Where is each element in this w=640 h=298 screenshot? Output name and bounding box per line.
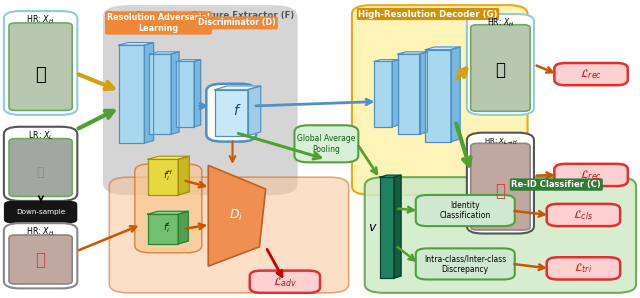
FancyBboxPatch shape: [294, 125, 358, 162]
Polygon shape: [426, 47, 460, 50]
Text: 🚶: 🚶: [495, 61, 506, 79]
Text: High-Resolution Decoder (G): High-Resolution Decoder (G): [358, 10, 498, 18]
Polygon shape: [194, 60, 200, 127]
Polygon shape: [374, 60, 399, 61]
Polygon shape: [148, 211, 188, 214]
FancyBboxPatch shape: [4, 127, 77, 201]
FancyBboxPatch shape: [206, 84, 256, 142]
Polygon shape: [398, 52, 428, 54]
Text: Discriminator (D): Discriminator (D): [198, 18, 276, 27]
FancyBboxPatch shape: [103, 5, 298, 195]
Polygon shape: [420, 52, 428, 134]
Bar: [380, 177, 394, 278]
FancyBboxPatch shape: [416, 248, 515, 280]
Bar: [426, 50, 451, 142]
Polygon shape: [172, 52, 179, 134]
FancyBboxPatch shape: [4, 11, 77, 115]
Text: $\mathit{v}$: $\mathit{v}$: [367, 221, 377, 234]
Bar: [374, 61, 392, 127]
Text: Global Average
Pooling: Global Average Pooling: [297, 134, 356, 153]
Bar: [148, 214, 178, 244]
FancyBboxPatch shape: [554, 63, 628, 85]
Text: 🚶: 🚶: [495, 181, 506, 200]
FancyBboxPatch shape: [554, 164, 628, 186]
Bar: [380, 177, 394, 278]
Bar: [214, 90, 248, 136]
Polygon shape: [248, 86, 260, 136]
Polygon shape: [150, 52, 179, 54]
Bar: [426, 50, 451, 142]
Text: HR: $\mathit{X}_H$: HR: $\mathit{X}_H$: [487, 17, 514, 29]
FancyBboxPatch shape: [250, 271, 320, 293]
Polygon shape: [148, 156, 189, 159]
Text: $\mathcal{L}_{rec}$: $\mathcal{L}_{rec}$: [580, 168, 602, 182]
FancyBboxPatch shape: [470, 143, 530, 230]
Polygon shape: [394, 175, 401, 278]
FancyBboxPatch shape: [9, 235, 72, 284]
FancyBboxPatch shape: [135, 164, 202, 253]
Text: Resolution Adversarial
Learning: Resolution Adversarial Learning: [107, 13, 210, 33]
FancyBboxPatch shape: [547, 204, 620, 226]
Bar: [398, 54, 420, 134]
Text: $f_i^H$: $f_i^H$: [163, 168, 173, 183]
Text: Re-ID Classifier (C): Re-ID Classifier (C): [511, 180, 601, 189]
Polygon shape: [176, 60, 200, 61]
FancyBboxPatch shape: [352, 5, 527, 195]
Bar: [374, 61, 392, 127]
Polygon shape: [208, 165, 266, 266]
Text: $f_i^L$: $f_i^L$: [163, 220, 172, 235]
Text: $\mathcal{L}_{adv}$: $\mathcal{L}_{adv}$: [273, 275, 297, 289]
FancyBboxPatch shape: [365, 177, 636, 293]
Polygon shape: [214, 86, 260, 90]
Text: LR: $\mathit{X}_L$: LR: $\mathit{X}_L$: [28, 129, 53, 142]
Polygon shape: [178, 156, 189, 195]
Text: 🚶: 🚶: [35, 66, 46, 84]
Text: $\mathit{f}$: $\mathit{f}$: [234, 103, 242, 118]
FancyBboxPatch shape: [467, 14, 534, 115]
Text: $\mathcal{L}_{cls}$: $\mathcal{L}_{cls}$: [573, 208, 593, 222]
FancyBboxPatch shape: [109, 177, 349, 293]
Polygon shape: [451, 47, 460, 142]
Bar: [150, 54, 172, 134]
Text: 🚶: 🚶: [36, 251, 45, 269]
Bar: [214, 90, 248, 136]
Polygon shape: [392, 60, 399, 127]
Bar: [176, 61, 194, 127]
Bar: [148, 159, 178, 195]
Bar: [119, 45, 145, 143]
FancyBboxPatch shape: [470, 25, 530, 111]
FancyBboxPatch shape: [547, 257, 620, 280]
Text: Identity
Classification: Identity Classification: [440, 201, 491, 220]
Text: HR: $\mathit{X}_H$: HR: $\mathit{X}_H$: [26, 14, 55, 26]
Polygon shape: [178, 211, 188, 244]
Text: 🚶: 🚶: [37, 166, 44, 179]
Bar: [176, 61, 194, 127]
FancyBboxPatch shape: [467, 133, 534, 234]
Text: Down-sample: Down-sample: [16, 209, 65, 215]
Text: HR: $\mathit{X}_H$: HR: $\mathit{X}_H$: [26, 226, 55, 238]
FancyBboxPatch shape: [9, 139, 72, 196]
FancyBboxPatch shape: [4, 223, 77, 288]
Bar: [148, 214, 178, 244]
Bar: [150, 54, 172, 134]
Bar: [148, 159, 178, 195]
FancyBboxPatch shape: [416, 195, 515, 226]
Polygon shape: [145, 43, 154, 143]
Polygon shape: [380, 175, 401, 177]
Text: $\mathcal{L}_{rec}$: $\mathcal{L}_{rec}$: [580, 67, 602, 81]
Text: HR: $\mathit{X}_{L{\rightarrow}H}$: HR: $\mathit{X}_{L{\rightarrow}H}$: [483, 136, 517, 147]
Text: $D_i$: $D_i$: [228, 208, 243, 223]
FancyBboxPatch shape: [9, 23, 72, 111]
Polygon shape: [119, 43, 154, 45]
Text: Intra-class/Inter-class
Discrepancy: Intra-class/Inter-class Discrepancy: [424, 254, 506, 274]
Bar: [119, 45, 145, 143]
Text: Cross-Resolution Feature Extractor (F): Cross-Resolution Feature Extractor (F): [106, 11, 294, 20]
Text: $\mathcal{L}_{tri}$: $\mathcal{L}_{tri}$: [574, 261, 593, 275]
Bar: [398, 54, 420, 134]
FancyBboxPatch shape: [4, 201, 77, 223]
